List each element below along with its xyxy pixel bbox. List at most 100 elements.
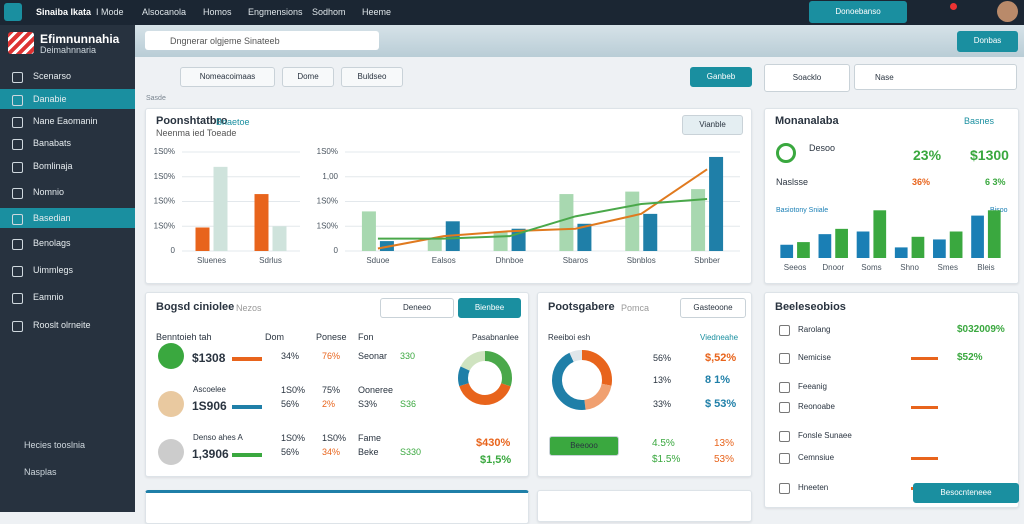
button[interactable]: Bienbee (458, 298, 521, 318)
row-cell: 330 (400, 351, 416, 361)
sidebar-icon (12, 293, 23, 304)
lower-card (145, 490, 529, 524)
sidebar-icon (12, 214, 23, 225)
sidebar-item[interactable]: Basedian (33, 213, 71, 223)
sidebar-title: Efimnunnahia (40, 32, 120, 46)
header-button[interactable]: Donbas (957, 31, 1018, 52)
row-cell: 1S906 (192, 399, 227, 413)
row-bar (232, 453, 262, 457)
card-tag: Nezos (236, 303, 262, 313)
chart-title: Basiotony Sniale (776, 207, 829, 214)
row-cell: 1,3906 (192, 447, 229, 461)
menu-item[interactable]: Heeme (362, 7, 392, 17)
row-label: Ascoelee (193, 385, 226, 394)
sidebar-footer[interactable]: Hecies tooslnia (24, 440, 86, 450)
notification (950, 3, 957, 10)
row-value: $,52% (705, 352, 737, 364)
dropdown[interactable]: Vianble (682, 115, 743, 135)
search-box (145, 31, 379, 50)
sidebar-item[interactable]: Nomnio (33, 187, 65, 197)
top-button[interactable]: Donoebanso (809, 1, 907, 23)
donut-label: Pasabnanlee (472, 333, 519, 342)
row-avatar (158, 439, 184, 465)
row-value: 13% (714, 438, 735, 449)
sidebar-item[interactable]: Uimmlegs (33, 265, 74, 275)
sidebar-footer[interactable]: Nasplas (24, 467, 57, 477)
button[interactable]: Gasteoone (680, 298, 746, 318)
label: Reeiboi esh (548, 333, 591, 342)
brand: Sinaiba Ikata (36, 7, 92, 17)
list-value: $52% (957, 352, 983, 363)
sidebar-item[interactable]: Scenarso (33, 71, 72, 81)
card-link[interactable]: Bnaetoe (216, 117, 250, 127)
menu-item[interactable]: Alsocanola (142, 7, 187, 17)
menu-item[interactable]: Sodhom (312, 7, 346, 17)
sidebar-item[interactable]: Nane Eaomanin (33, 116, 98, 126)
stat: 23% (913, 147, 942, 163)
row-avatar (158, 391, 184, 417)
donut-value: $1,5% (480, 454, 512, 466)
toolbar-right[interactable]: Ganbeb (690, 67, 752, 87)
list-item[interactable]: Fonsle Sunaee (798, 431, 852, 440)
menu-item[interactable]: Engmensions (248, 7, 303, 17)
row-extra: Fame (358, 433, 382, 443)
list-item[interactable]: Feeanig (798, 382, 827, 391)
row-cell: 56% (281, 399, 300, 409)
row-cell: S36 (400, 399, 417, 409)
chart-link: Bisoo (990, 207, 1008, 214)
menu-item[interactable]: Homos (203, 7, 232, 17)
sidebar-logo (8, 32, 34, 54)
sidebar-icon (12, 266, 23, 277)
sidebar-active (0, 89, 135, 109)
sidebar-icon (12, 139, 23, 150)
toolbar-button[interactable]: Buldseo (341, 67, 403, 87)
row-value: 13% (653, 375, 672, 385)
action[interactable]: Beeooo (549, 436, 619, 456)
row-value: 56% (653, 353, 672, 363)
summary-card (764, 108, 1019, 284)
list-button[interactable]: Besocnteneee (913, 483, 1019, 503)
row-cell: 2% (322, 399, 336, 409)
row-value: 8 1% (705, 374, 731, 386)
list-bar (911, 357, 938, 360)
row-extra: 1S0% (322, 433, 347, 443)
dropdown[interactable]: Deneeo (380, 298, 454, 318)
filter[interactable]: Nase (854, 64, 1017, 90)
row-avatar (158, 343, 184, 369)
row-value: 33% (653, 399, 672, 409)
lower-card (537, 490, 752, 522)
list-item[interactable]: Rarolang (798, 325, 831, 334)
column-header: Ponese (316, 332, 347, 342)
sidebar-item[interactable]: Banabats (33, 138, 72, 148)
list-item[interactable]: Hneeten (798, 483, 829, 492)
menu-item[interactable]: I Mode (96, 7, 124, 17)
list-icon (779, 353, 790, 364)
toolbar-button[interactable]: Nomeacoimaas (180, 67, 275, 87)
list-item[interactable]: Cemnsiue (798, 453, 835, 462)
sidebar-subtitle: Deimahnnaria (40, 45, 97, 55)
sidebar-icon (12, 95, 23, 106)
column-header: Benntoieh tah (156, 332, 212, 342)
avatar (997, 1, 1018, 22)
toolbar-button[interactable]: Dome (282, 67, 334, 87)
filter[interactable]: Soacklo (764, 64, 850, 92)
card-link[interactable]: Basnes (964, 116, 995, 126)
sidebar-item[interactable]: Rooslt olrneite (33, 320, 91, 330)
list-item[interactable]: Nemicise (798, 353, 831, 362)
row-value: $ 53% (705, 398, 737, 410)
sidebar-item[interactable]: Danabie (33, 94, 67, 104)
card-title: Monanalaba (775, 115, 839, 127)
label: Viedneahe (700, 333, 739, 342)
legend: Naslsse (776, 177, 809, 187)
sidebar-item[interactable]: Bomlinaja (33, 161, 73, 171)
legend: Desoo (809, 143, 836, 153)
row-cell: S3% (358, 399, 378, 409)
row-cell: Seonar (358, 351, 388, 361)
sidebar-item[interactable]: Eamnio (33, 292, 64, 302)
row-cell: 34% (322, 447, 341, 457)
row-value: 4.5% (652, 438, 675, 449)
sidebar-item[interactable]: Benolags (33, 238, 71, 248)
card-title: Beeleseobios (775, 301, 846, 313)
list-item[interactable]: Reonoabe (798, 402, 835, 411)
